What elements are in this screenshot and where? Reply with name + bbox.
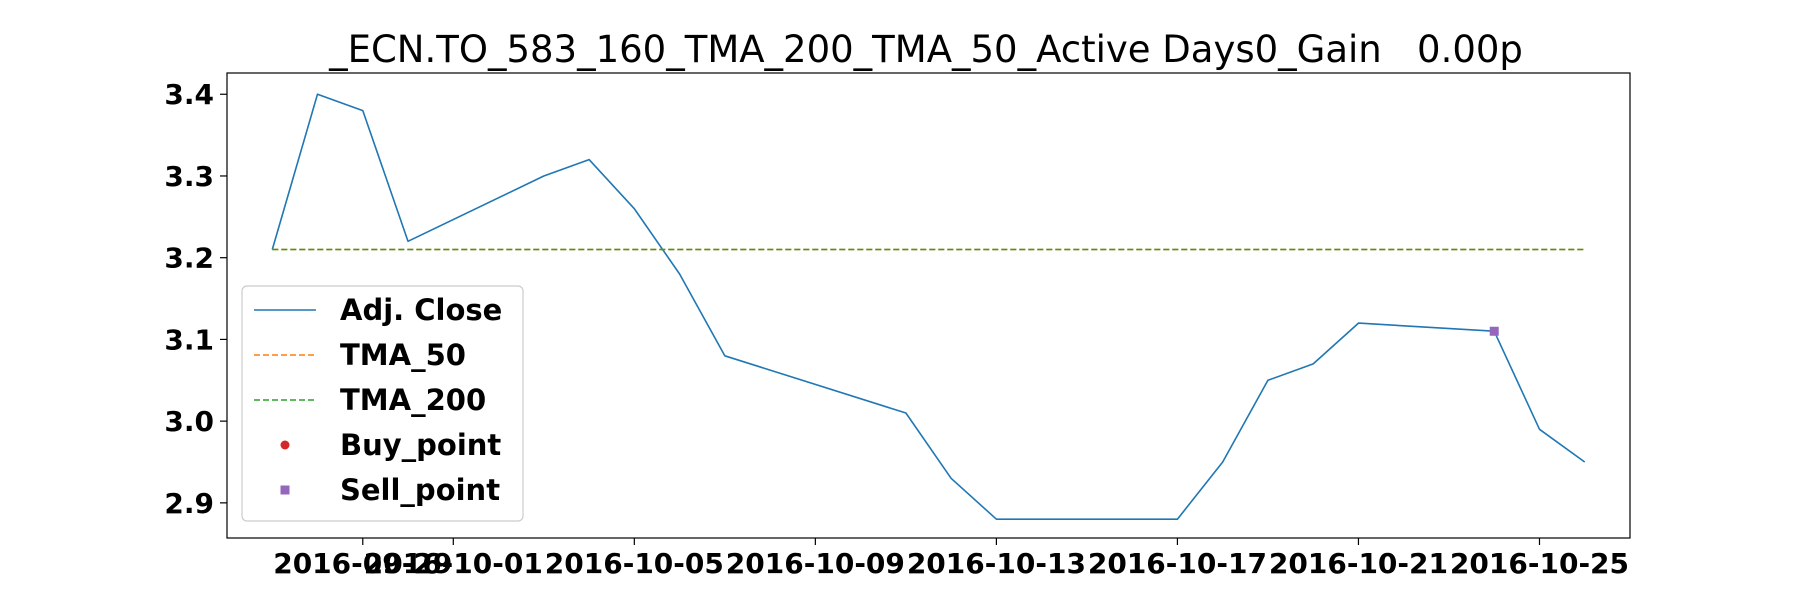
x-tick-label: 2016-10-17: [1088, 547, 1267, 580]
legend-label: TMA_200: [340, 383, 486, 417]
x-tick-label: 2016-10-13: [907, 547, 1086, 580]
y-tick-label: 3.2: [164, 242, 214, 275]
legend-label: Buy_point: [340, 428, 501, 462]
y-tick-label: 3.3: [164, 160, 214, 193]
legend-label: Adj. Close: [340, 293, 502, 327]
legend-swatch: [280, 440, 290, 450]
series-layer: [271, 93, 1586, 521]
y-tick-label: 3.1: [164, 323, 214, 356]
legend: Adj. Close TMA_50 TMA_200 Buy_point Sell_poi…: [241, 285, 524, 522]
series-line-adj-close: [271, 93, 1586, 521]
marker-layer: [1489, 326, 1499, 336]
legend-swatch: [280, 485, 290, 495]
chart-title: _ECN.TO_583_160_TMA_200_TMA_50_Active Da…: [328, 28, 1523, 71]
legend-label: TMA_50: [340, 338, 466, 372]
y-axis: 2.9 3.0 3.1 3.2 3.3 3.4: [164, 78, 227, 520]
x-tick-label: 2016-09-29: [273, 547, 452, 580]
x-tick-label: 2016-10-25: [1450, 547, 1629, 580]
x-tick-label: 2016-10-01: [364, 547, 543, 580]
x-tick-label: 2016-10-21: [1269, 547, 1448, 580]
sell-point-marker: [1489, 326, 1499, 336]
y-tick-label: 3.0: [164, 405, 214, 438]
x-tick-label: 2016-10-09: [726, 547, 905, 580]
legend-frame: [241, 285, 524, 522]
x-tick-label: 2016-10-05: [545, 547, 724, 580]
legend-label: Sell_point: [340, 473, 500, 507]
y-tick-label: 3.4: [164, 78, 214, 111]
y-tick-label: 2.9: [164, 487, 214, 520]
